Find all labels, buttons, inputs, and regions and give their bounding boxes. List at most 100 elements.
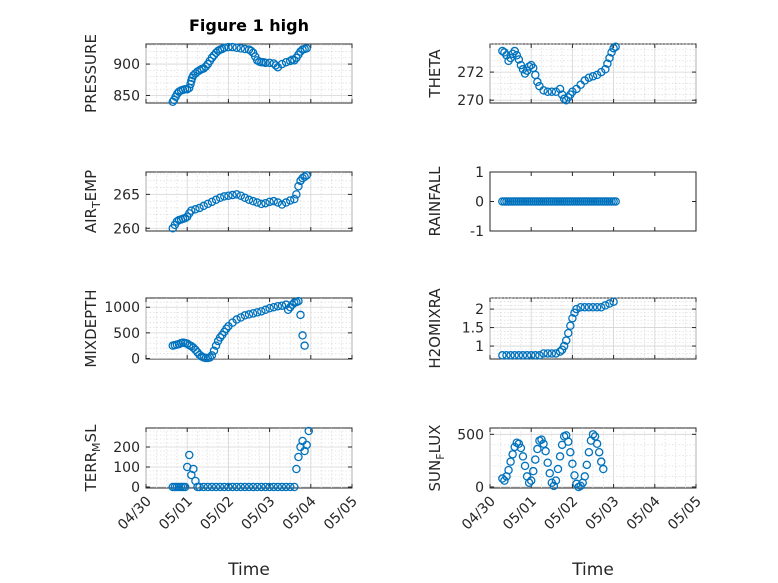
data-point [185, 450, 194, 460]
data-point [273, 301, 283, 311]
data-point [553, 464, 563, 474]
data-point [224, 482, 233, 492]
grid-lines [489, 428, 697, 488]
data-point [277, 59, 287, 69]
y-tick-label: 1 [475, 165, 484, 181]
y-tick-label: 1 [475, 339, 484, 355]
data-point [207, 197, 217, 207]
data-point [582, 460, 592, 470]
y-axis-label: TERRMSL [82, 424, 103, 493]
data-point [302, 44, 311, 53]
data-point [516, 60, 526, 70]
data-point [588, 430, 598, 439]
data-point [257, 307, 266, 316]
data-point [543, 349, 552, 358]
x-tick-label: 04/30 [115, 494, 155, 534]
data-point [592, 302, 602, 312]
y-tick-label: 900 [113, 57, 140, 73]
data-point [283, 305, 293, 315]
grid-lines [145, 298, 353, 359]
data-point [555, 452, 565, 461]
y-axis-label: PRESSURE [82, 34, 100, 113]
data-point [244, 482, 254, 492]
y-tick-label: 500 [457, 427, 484, 443]
data-point [588, 302, 598, 312]
figure-title: Figure 1 high [189, 16, 309, 35]
data-point [228, 42, 237, 52]
data-point [596, 457, 606, 466]
data-point [506, 351, 515, 360]
data-point [568, 314, 577, 323]
data-point [203, 199, 213, 209]
data-series [168, 296, 309, 363]
data-point [599, 464, 608, 474]
data-point [273, 482, 283, 492]
data-point [601, 65, 610, 74]
data-point [506, 457, 515, 466]
data-point [609, 43, 618, 53]
y-axis-label: RAINFALL [426, 166, 444, 237]
data-point [596, 302, 606, 312]
data-point [277, 301, 287, 310]
data-point [294, 181, 303, 191]
data-point [547, 87, 557, 97]
data-point [232, 190, 241, 199]
data-point [236, 44, 246, 53]
data-point [584, 73, 594, 82]
data-point [531, 351, 540, 360]
x-axis [145, 298, 353, 359]
data-point [518, 452, 528, 461]
data-point [526, 476, 536, 485]
data-point [504, 465, 513, 475]
data-point [592, 439, 602, 449]
data-point [232, 482, 241, 492]
y-axis: 260 265 [113, 187, 352, 237]
data-point [611, 42, 620, 52]
data-point [199, 201, 208, 211]
data-point [215, 482, 225, 492]
data-point [195, 203, 204, 213]
y-tick-label: 0 [475, 480, 484, 496]
data-point [271, 61, 281, 70]
data-point [498, 351, 507, 360]
data-series [168, 426, 313, 492]
data-point [537, 435, 546, 444]
data-point [220, 192, 229, 201]
data-point [555, 84, 565, 94]
data-point [224, 42, 233, 52]
x-tick-label: 05/01 [500, 494, 540, 534]
data-point [201, 62, 210, 71]
data-point [261, 482, 270, 492]
data-point [248, 309, 258, 318]
data-point [533, 444, 542, 454]
data-point [545, 469, 554, 478]
x-tick-label: 05/02 [197, 494, 237, 534]
data-point [514, 351, 524, 360]
data-point [535, 351, 544, 360]
data-point [611, 197, 620, 206]
data-point [265, 482, 274, 492]
data-point [244, 195, 254, 205]
data-point [561, 336, 571, 345]
data-point [543, 458, 552, 467]
data-series [168, 171, 311, 233]
data-point [252, 198, 262, 207]
data-point [209, 346, 219, 356]
data-point [572, 304, 581, 314]
data-point [215, 193, 225, 203]
data-series [498, 197, 620, 206]
y-tick-label: -1 [470, 224, 484, 240]
data-point [526, 351, 536, 360]
data-point [224, 191, 233, 200]
data-point [502, 351, 511, 360]
data-point [551, 476, 561, 485]
data-point [584, 447, 594, 457]
data-point [290, 482, 299, 492]
y-tick-label: 0 [131, 480, 140, 496]
data-point [257, 482, 266, 492]
y-axis: -1 0 1 [470, 165, 696, 240]
subplot-grid: 850 900 PRESSURE 270 272 THETA 260 265 AIRTEMP -1… [82, 34, 705, 580]
data-point [269, 196, 278, 206]
data-point [215, 333, 225, 342]
data-point [180, 482, 190, 492]
